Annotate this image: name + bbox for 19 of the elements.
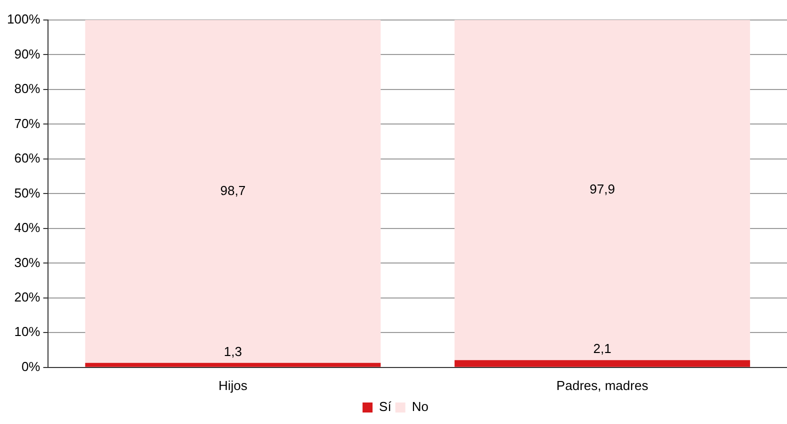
y-tick-label: 100% [7,12,41,27]
data-label: 1,3 [224,344,242,359]
data-label: 2,1 [593,341,612,356]
y-tick-label: 40% [14,220,41,236]
y-tick-label: 70% [14,116,41,131]
y-tick-label: 10% [14,324,41,340]
y-tick-label: 50% [14,185,41,200]
data-label: 98,7 [220,183,246,198]
y-tick-label: 0% [21,358,41,374]
x-tick-label: Padres, madres [556,378,649,393]
y-tick-label: 60% [14,150,41,166]
y-tick-label: 30% [14,254,41,270]
y-tick-label: 90% [14,46,41,62]
y-tick-label: 80% [14,81,41,96]
x-tick-label: Hijos [218,378,248,393]
data-label: 97,9 [590,182,615,197]
legend-label: Sí [379,399,392,414]
legend-label: No [412,399,428,414]
y-tick-label: 20% [14,290,41,304]
